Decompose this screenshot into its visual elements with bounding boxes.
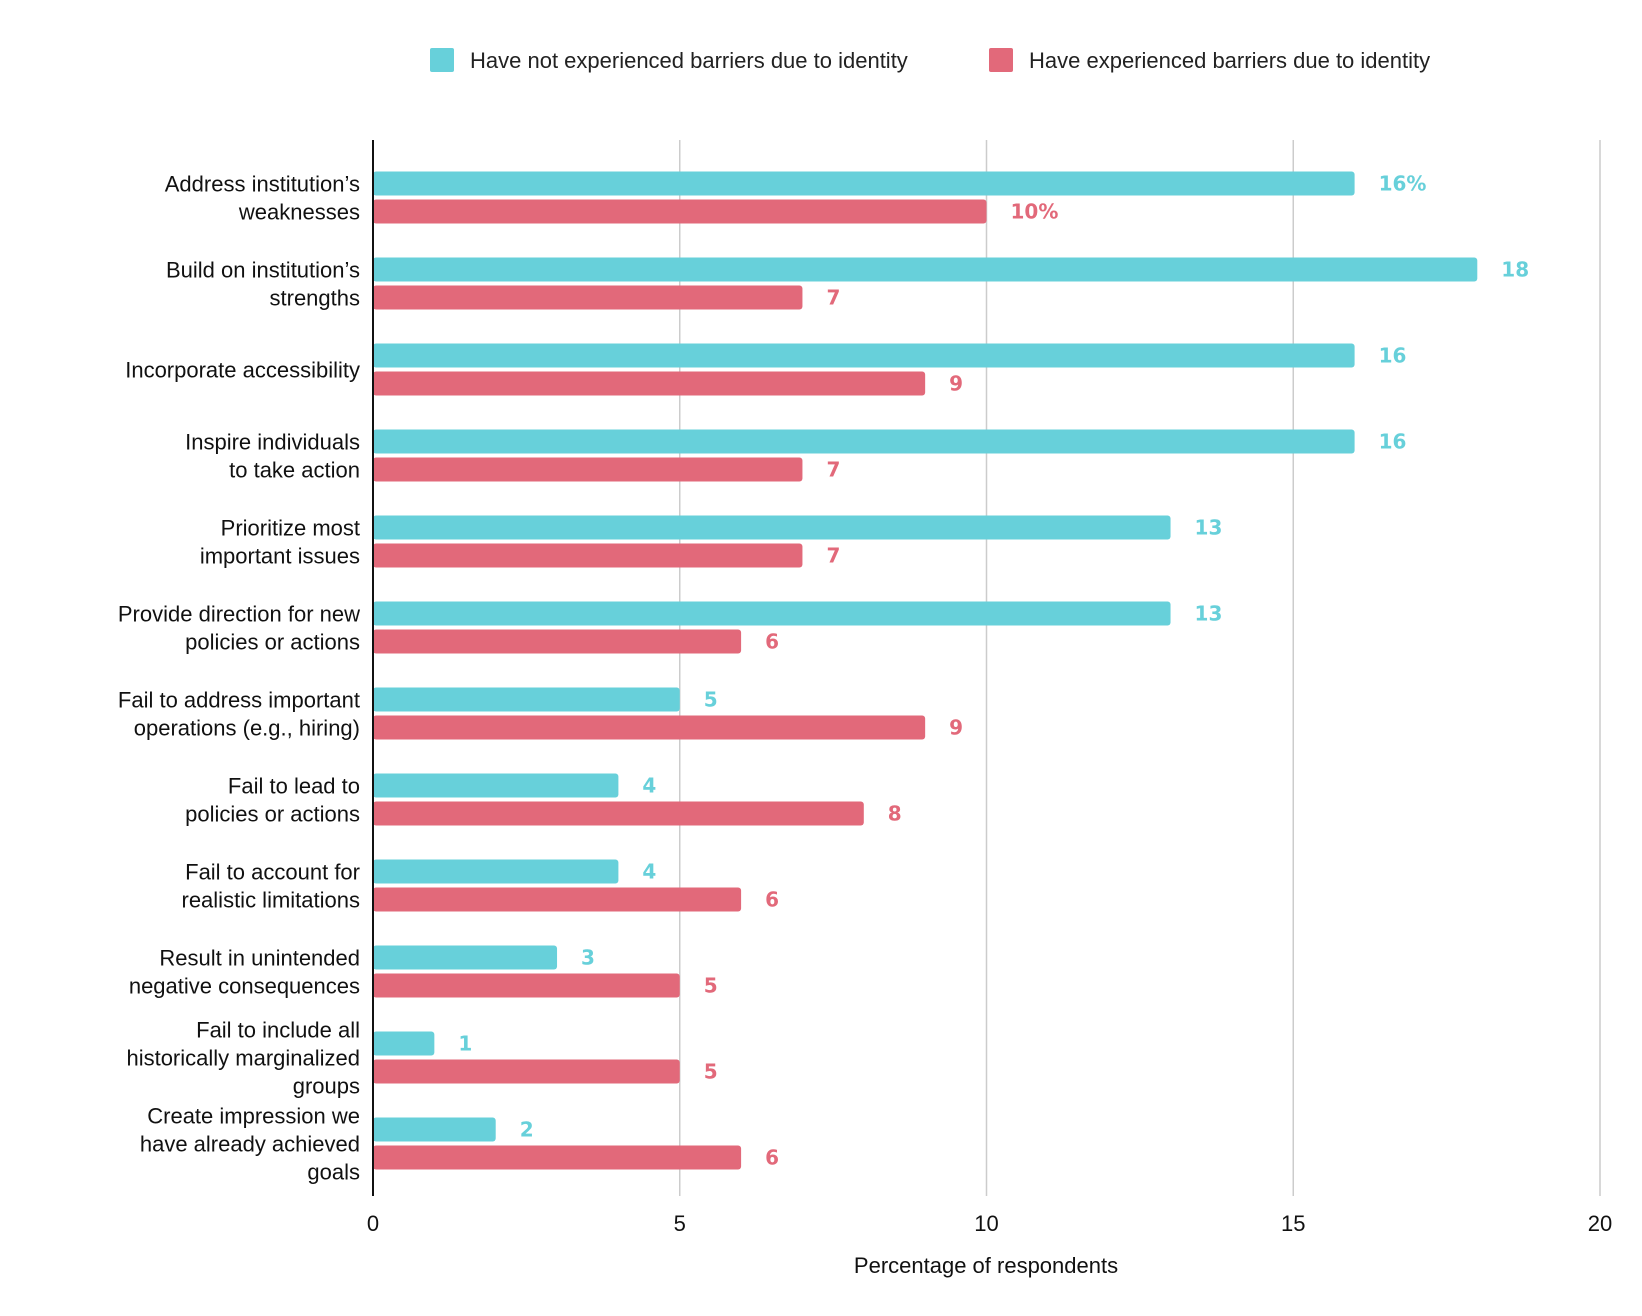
value-label: 16%	[1379, 172, 1427, 196]
gridlines	[679, 140, 1601, 1196]
value-label: 5	[704, 1060, 718, 1084]
value-label: 7	[826, 544, 840, 568]
category-label: Fail to include all	[196, 1018, 360, 1043]
bar-not-experienced	[373, 945, 558, 970]
value-label: 7	[826, 458, 840, 482]
category-label: to take action	[229, 458, 360, 483]
bar-not-experienced	[373, 429, 1355, 454]
x-tick-label: 0	[367, 1211, 379, 1236]
category-label: Provide direction for new	[118, 602, 360, 627]
bar-experienced	[373, 285, 803, 310]
legend-label-not-experienced: Have not experienced barriers due to ide…	[470, 48, 908, 73]
legend-label-experienced: Have experienced barriers due to identit…	[1029, 48, 1430, 73]
category-label: negative consequences	[129, 974, 360, 999]
bar-experienced	[373, 371, 926, 396]
value-label: 9	[949, 372, 963, 396]
legend-item-experienced: Have experienced barriers due to identit…	[989, 48, 1430, 73]
category-label: policies or actions	[185, 630, 360, 655]
bars	[373, 171, 1478, 1170]
value-label: 2	[520, 1118, 534, 1142]
value-label: 13	[1195, 516, 1223, 540]
category-label: strengths	[270, 286, 361, 311]
value-label: 13	[1195, 602, 1223, 626]
category-label: important issues	[200, 544, 360, 569]
x-tick-label: 10	[974, 1211, 998, 1236]
legend-item-not-experienced: Have not experienced barriers due to ide…	[430, 48, 908, 73]
bar-not-experienced	[373, 1031, 435, 1056]
value-labels: 16% 10% 18 7 16 9 16 7 13 7 13 6 5 9 4 8 4 6 3 5 1 5 2 6	[458, 172, 1529, 1170]
bar-not-experienced	[373, 171, 1355, 196]
bar-experienced	[373, 973, 680, 998]
value-label: 5	[704, 688, 718, 712]
category-label: Fail to account for	[185, 860, 360, 885]
bar-not-experienced	[373, 601, 1171, 626]
x-tick-label: 15	[1281, 1211, 1305, 1236]
value-label: 6	[765, 888, 779, 912]
value-label: 9	[949, 716, 963, 740]
category-label: have already achieved	[140, 1132, 360, 1157]
value-label: 16	[1379, 344, 1407, 368]
bar-not-experienced	[373, 515, 1171, 540]
bar-experienced	[373, 887, 742, 912]
category-label: Prioritize most	[221, 516, 360, 541]
legend: Have not experienced barriers due to ide…	[430, 48, 1430, 73]
category-label: operations (e.g., hiring)	[134, 716, 360, 741]
category-label: Address institution’s	[165, 172, 360, 197]
bar-experienced	[373, 1059, 680, 1084]
bar-experienced	[373, 715, 926, 740]
value-label: 5	[704, 974, 718, 998]
legend-swatch-not-experienced	[430, 48, 454, 72]
bar-experienced	[373, 801, 864, 826]
bar-not-experienced	[373, 343, 1355, 368]
value-label: 4	[642, 860, 656, 884]
value-label: 10%	[1011, 200, 1059, 224]
category-label: Build on institution’s	[166, 258, 360, 283]
value-label: 1	[458, 1032, 472, 1056]
bar-not-experienced	[373, 1117, 496, 1142]
bar-not-experienced	[373, 257, 1478, 282]
category-label: realistic limitations	[182, 888, 361, 913]
x-tick-label: 20	[1588, 1211, 1612, 1236]
category-label: Result in unintended	[159, 946, 360, 971]
category-label: weaknesses	[238, 200, 360, 225]
x-tick-label: 5	[674, 1211, 686, 1236]
category-labels: Address institution’s weaknesses Build on …	[118, 172, 360, 1185]
value-label: 6	[765, 630, 779, 654]
bar-experienced	[373, 629, 742, 654]
category-label: Incorporate accessibility	[125, 358, 360, 383]
bar-experienced	[373, 199, 987, 224]
bar-experienced	[373, 543, 803, 568]
bar-not-experienced	[373, 687, 680, 712]
value-label: 4	[642, 774, 656, 798]
x-axis-title: Percentage of respondents	[854, 1253, 1118, 1278]
category-label: Create impression we	[147, 1104, 360, 1129]
category-label: Fail to lead to	[228, 774, 360, 799]
bar-not-experienced	[373, 773, 619, 798]
category-label: groups	[293, 1074, 360, 1099]
category-label: Inspire individuals	[185, 430, 360, 455]
legend-swatch-experienced	[989, 48, 1013, 72]
value-label: 6	[765, 1146, 779, 1170]
category-label: goals	[307, 1160, 360, 1185]
category-label: Fail to address important	[118, 688, 360, 713]
x-axis-ticks: 0 5 10 15 20	[367, 1211, 1612, 1236]
category-label: historically marginalized	[126, 1046, 360, 1071]
value-label: 3	[581, 946, 595, 970]
bar-experienced	[373, 1145, 742, 1170]
bar-not-experienced	[373, 859, 619, 884]
value-label: 7	[826, 286, 840, 310]
category-label: policies or actions	[185, 802, 360, 827]
value-label: 16	[1379, 430, 1407, 454]
value-label: 8	[888, 802, 902, 826]
bar-experienced	[373, 457, 803, 482]
value-label: 18	[1501, 258, 1529, 282]
